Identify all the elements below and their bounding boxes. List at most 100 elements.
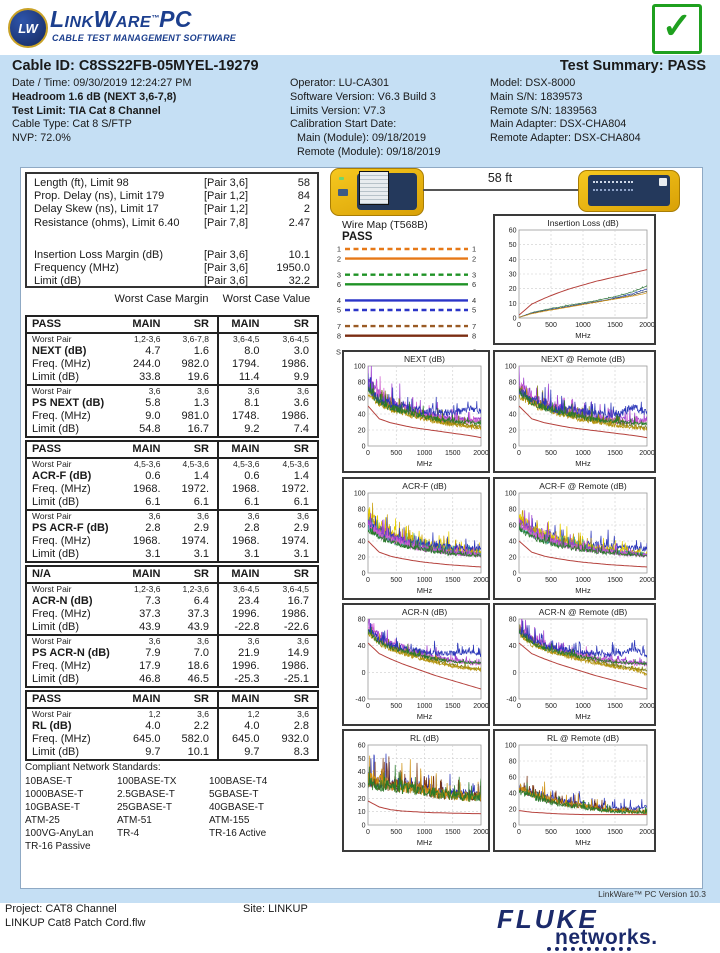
y-tick-label: 100 (354, 491, 366, 498)
acrn-remote-chart: ACR-N @ Remote (dB) -40 0 40 80 0 500 1000 1500 2… (493, 603, 656, 726)
metric-label: Limit (dB) (32, 673, 80, 685)
metric-value: 1,2-3,6 (134, 334, 161, 344)
metric-value: 2.8 (244, 522, 260, 534)
metric-value: 6.4 (168, 595, 219, 608)
metric-label: RL (dB) (32, 720, 72, 732)
metric-value: 7.9 (145, 647, 161, 659)
metric-value: 1968. (132, 535, 161, 547)
measurement-pair: [Pair 7,8] (204, 216, 249, 229)
y-tick-label: 0 (513, 670, 517, 677)
metric-value: 54.8 (139, 423, 161, 435)
metric-value: 6.1 (244, 496, 260, 508)
wire-pin-left: 1 (337, 245, 341, 254)
metric-label: PS ACR-F (dB) (32, 522, 109, 534)
metric-value: 16.7 (168, 423, 219, 436)
metric-label: Freq. (MHz) (32, 358, 91, 370)
meta-line: Calibration Start Date: (290, 118, 397, 131)
series-36 (368, 764, 481, 802)
y-tick-label: 80 (358, 617, 366, 624)
insertion-loss-chart: Insertion Loss (dB) 0 10 20 30 40 50 60 0 500 1000… (493, 214, 656, 345)
result-row: Freq. (MHz) 17.9 18.6 1996. 1986. (27, 660, 317, 673)
column-header: SR (267, 442, 317, 459)
page-footer (0, 903, 720, 953)
series-Limit (368, 405, 481, 439)
metric-value: 3,6 (297, 709, 309, 719)
result-table-grid: N/A MAIN SR MAIN SR Worst Pair 1,2-3,6 1,2-3,6 3… (27, 567, 317, 686)
y-tick-label: 80 (509, 507, 517, 514)
metric-value: 3,6 (267, 384, 317, 397)
link-cable-line (423, 189, 578, 191)
measurement-value: 2 (303, 203, 310, 216)
result-table-grid: PASS MAIN SR MAIN SR Worst Pair 1,2 3,6 1,2 3,6 RL… (27, 692, 317, 759)
metric-value: 3,6-4,5 (282, 584, 309, 594)
x-tick-label: 1000 (417, 703, 433, 710)
y-tick-label: 10 (358, 809, 366, 816)
y-tick-label: 40 (358, 539, 366, 546)
metric-value: 4,5-3,6 (134, 459, 161, 469)
metric-value: 2.8 (145, 522, 161, 534)
x-tick-label: 0 (517, 322, 521, 329)
x-tick-label: 2000 (473, 577, 488, 584)
measurement-value: 2.47 (288, 216, 310, 229)
metric-value: 3,6 (218, 634, 268, 647)
metric-value: 3,6 (119, 509, 169, 522)
metric-value: 5.8 (145, 397, 161, 409)
device-led-row (593, 189, 633, 191)
device-led (339, 177, 344, 180)
metric-value: 14.9 (287, 647, 309, 659)
column-header: MAIN (218, 692, 268, 709)
project-file: LINKUP Cat8 Patch Cord.flw (5, 917, 146, 929)
linkware-logo-icon: LW (8, 8, 48, 48)
rl-chart: RL (dB) 0 10 20 30 40 50 60 0 500 1000 1500 2000 MHz (342, 729, 490, 852)
metric-label: PS ACR-N (dB) (32, 647, 110, 659)
metric-value: 43.9 (168, 621, 219, 635)
metric-value: 2.9 (168, 522, 219, 535)
y-tick-label: 0 (362, 444, 366, 451)
worst-case-margin-header: Worst Case Margin (114, 293, 209, 305)
series-1245 (368, 383, 481, 425)
metric-value: 1974. (281, 535, 309, 547)
standard-item: 10BASE-T (25, 776, 73, 787)
measurement-pair: [Pair 3,6] (204, 262, 249, 275)
fluke-logo-text: FLUKE (497, 904, 599, 934)
metric-label: Freq. (MHz) (32, 535, 91, 547)
metric-value: 33.8 (139, 371, 161, 383)
metric-value: 3,6 (119, 384, 169, 397)
y-tick-label: 0 (513, 571, 517, 578)
wire-pin-left: 5 (337, 306, 341, 315)
metric-value: 582.0 (168, 733, 219, 746)
metric-value: 1794. (231, 358, 260, 370)
metric-value: 3,6 (267, 634, 317, 647)
metric-label: ACR-F (dB) (32, 470, 92, 482)
metric-value: 1986. (281, 358, 309, 370)
measurement-label: Prop. Delay (ns), Limit 179 (34, 190, 165, 203)
metric-value: 6.1 (145, 496, 161, 508)
series-group (519, 366, 647, 439)
wire-pin-left: 4 (337, 296, 341, 305)
y-tick-label: 40 (358, 769, 366, 776)
y-tick-label: 30 (358, 783, 366, 790)
standards-column-3: 100BASE-T4 5GBASE-T 40GBASE-T ATM-155 TR-16 … (209, 775, 309, 853)
series-group (519, 775, 647, 816)
metric-value: -22.6 (283, 621, 309, 633)
x-tick-label: 0 (366, 703, 370, 710)
product-tagline: CABLE TEST MANAGEMENT SOFTWARE (52, 33, 236, 43)
result-row: Worst Pair 1,2-3,6 3,6-7,8 3,6-4,5 3,6-4,5 (27, 333, 317, 345)
wire-pin-left: 3 (337, 270, 341, 279)
series-36 (519, 284, 647, 318)
column-header: MAIN (119, 567, 169, 584)
software-version-text: LinkWare™ PC Version 10.3 (598, 889, 706, 899)
meta-line: Operator: LU-CA301 (290, 77, 390, 89)
measurement-row: Prop. Delay (ns), Limit 179 [Pair 1,2] 84 (27, 190, 317, 203)
y-tick-label: 0 (362, 670, 366, 677)
metric-value: 7.0 (168, 647, 219, 660)
chart-title: ACR-F (dB) (402, 481, 447, 491)
metric-value: 1.4 (293, 470, 309, 482)
column-header: SR (168, 442, 219, 459)
metric-value: 3,6 (168, 708, 219, 720)
metric-value: 3.0 (293, 345, 309, 357)
y-tick-label: 60 (509, 775, 517, 782)
y-tick-label: -40 (355, 697, 365, 704)
